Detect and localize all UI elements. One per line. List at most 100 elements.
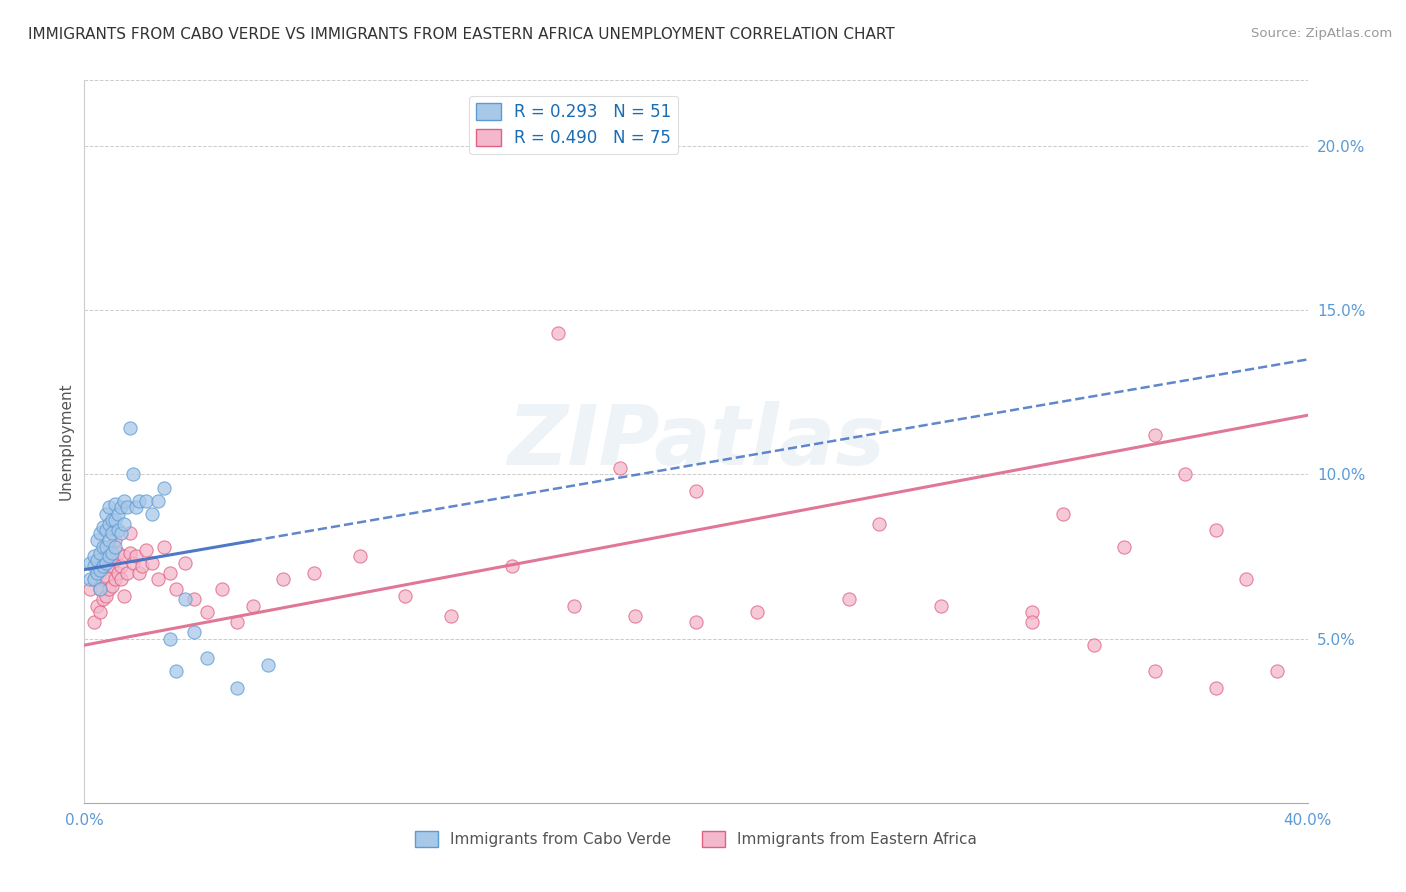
Point (83, 615, 105, 630)
Point (91, 573, 114, 587)
Point (226, 681, 249, 695)
Point (1205, 681, 1227, 695)
Point (183, 592, 205, 607)
Point (94, 549, 117, 564)
Point (94, 540, 117, 554)
Point (624, 608, 647, 623)
Point (1205, 523, 1227, 537)
Point (97, 582, 120, 597)
Point (131, 559, 153, 574)
Point (440, 608, 463, 623)
Point (89, 582, 111, 597)
Point (1083, 638, 1105, 652)
Point (349, 549, 371, 564)
Point (747, 605, 769, 619)
Point (97, 559, 120, 574)
Point (91, 540, 114, 554)
Point (89, 582, 111, 597)
Point (1143, 665, 1166, 679)
Point (79, 573, 101, 587)
Point (101, 546, 124, 560)
Point (94, 589, 117, 603)
Point (141, 507, 163, 521)
Point (97, 516, 120, 531)
Point (89, 546, 111, 560)
Point (302, 566, 325, 580)
Point (159, 566, 181, 580)
Point (165, 582, 187, 597)
Point (128, 566, 150, 580)
Point (122, 467, 145, 482)
Point (1021, 615, 1043, 630)
Point (174, 556, 197, 570)
Point (120, 526, 142, 541)
Point (128, 493, 150, 508)
Point (83, 549, 105, 564)
Point (869, 516, 891, 531)
Point (394, 589, 416, 603)
Point (104, 553, 127, 567)
Point (257, 657, 280, 672)
Point (174, 592, 197, 607)
Point (83, 559, 105, 574)
Point (135, 542, 157, 557)
Point (1052, 507, 1074, 521)
Point (110, 500, 132, 515)
Y-axis label: Unemployment: Unemployment (58, 383, 73, 500)
Point (1021, 605, 1043, 619)
Point (195, 651, 218, 665)
Point (86, 566, 108, 580)
Point (120, 421, 142, 435)
Point (79, 556, 101, 570)
Point (1143, 428, 1166, 442)
Point (929, 599, 952, 613)
Point (91, 559, 114, 574)
Point (104, 533, 127, 547)
Text: IMMIGRANTS FROM CABO VERDE VS IMMIGRANTS FROM EASTERN AFRICA UNEMPLOYMENT CORREL: IMMIGRANTS FROM CABO VERDE VS IMMIGRANTS… (28, 27, 894, 42)
Point (183, 625, 205, 640)
Point (107, 523, 129, 537)
Point (107, 546, 129, 560)
Point (94, 507, 117, 521)
Point (115, 566, 138, 580)
Point (83, 573, 105, 587)
Point (122, 556, 145, 570)
Point (104, 513, 127, 527)
Point (94, 556, 117, 570)
Point (89, 563, 111, 577)
Point (91, 592, 114, 607)
Point (104, 540, 127, 554)
Point (97, 500, 120, 515)
Point (125, 549, 148, 564)
Point (112, 549, 135, 564)
Point (1236, 573, 1258, 587)
Point (86, 559, 108, 574)
Point (153, 481, 176, 495)
Text: ZIPatlas: ZIPatlas (508, 401, 884, 482)
Point (91, 520, 114, 534)
Point (89, 566, 111, 580)
Point (89, 605, 111, 619)
Point (107, 507, 129, 521)
Point (115, 500, 138, 515)
Point (226, 615, 249, 630)
Point (165, 665, 187, 679)
Point (135, 493, 157, 508)
Point (112, 493, 135, 508)
Point (125, 500, 148, 515)
Point (112, 516, 135, 531)
Point (86, 553, 108, 567)
Point (104, 573, 127, 587)
Point (141, 556, 163, 570)
Point (101, 579, 124, 593)
Point (153, 540, 176, 554)
Point (1174, 467, 1197, 482)
Point (271, 573, 294, 587)
Legend: Immigrants from Cabo Verde, Immigrants from Eastern Africa: Immigrants from Cabo Verde, Immigrants f… (409, 825, 983, 853)
Point (146, 493, 169, 508)
Point (242, 599, 264, 613)
Point (89, 526, 111, 541)
Point (104, 497, 127, 511)
Point (1114, 540, 1136, 554)
Point (97, 549, 120, 564)
